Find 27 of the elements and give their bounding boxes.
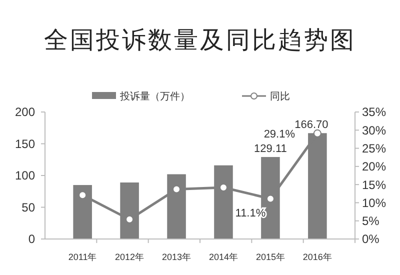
y2-tick-label: 0% [362,232,380,246]
y2-tick-label: 25% [362,141,386,156]
y-tick-label: 50 [22,200,36,214]
chart-title: 全国投诉数量及同比趋势图 [44,27,356,54]
y-tick-label: 200 [14,105,36,120]
y2-tick-label: 20% [362,160,386,174]
x-tick-label: 2016年 [302,252,332,262]
data-label: 129.11 [254,143,287,156]
point [78,191,87,200]
legend-label: 投诉量（万件） [119,90,190,102]
y-tick-label: 0 [28,232,36,246]
data-label: 29.1% [264,128,296,140]
y-tick-label: 150 [14,136,36,151]
y2-tick-label: 5% [362,214,380,228]
y-tick-label: 100 [14,168,36,183]
x-tick-label: 2014年 [208,252,238,262]
point [313,129,322,138]
y2-tick-label: 35% [362,105,386,120]
x-tick-label: 2012年 [115,252,144,262]
x-tick-label: 2015年 [256,252,285,262]
legend-label: 同比 [270,90,290,102]
y2-tick-label: 30% [362,123,386,138]
x-tick-label: 2011年 [68,252,97,262]
y2-tick-label: 10% [362,196,386,210]
y2-tick-label: 15% [362,178,386,192]
data-label: 166.70 [294,119,328,132]
x-tick-label: 2013年 [162,252,192,262]
